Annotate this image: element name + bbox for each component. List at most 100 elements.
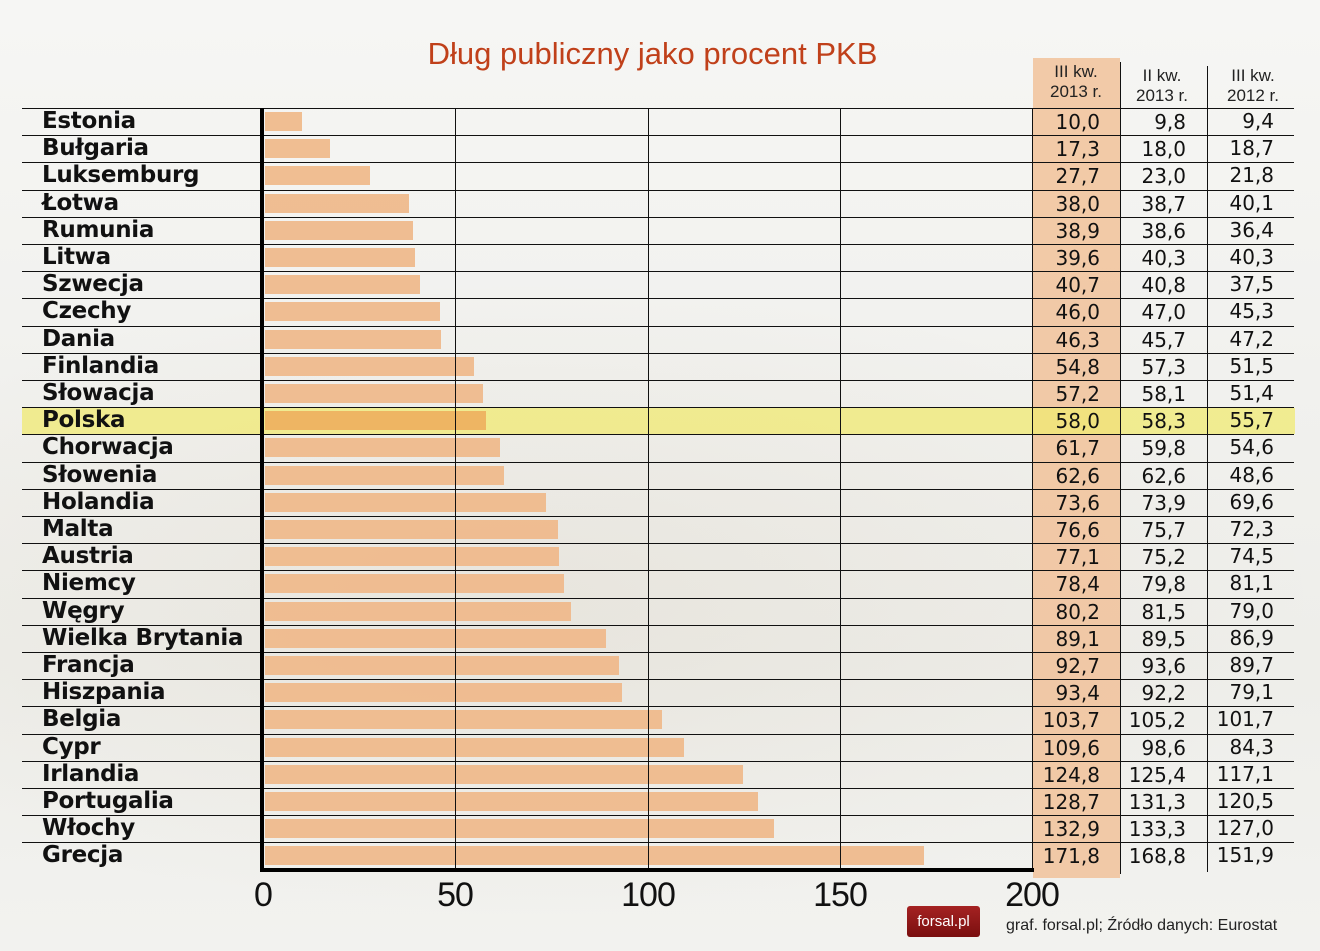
row-divider — [22, 733, 1032, 735]
cell-q3-2013: 76,6 — [1055, 518, 1100, 542]
bar[interactable] — [265, 166, 370, 186]
country-label: Austria — [42, 543, 134, 570]
table-row-divider — [1032, 380, 1294, 381]
cell-q3-2013: 171,8 — [1042, 844, 1100, 869]
bar[interactable] — [265, 248, 416, 267]
row-divider — [22, 815, 1032, 817]
chart-title: Dług publiczny jako procent PKB — [427, 36, 878, 71]
bar[interactable] — [265, 601, 572, 621]
country-label: Wielka Brytania — [42, 624, 244, 651]
cell-q3-2013: 17,3 — [1055, 137, 1100, 162]
x-tick-label: 200 — [1005, 876, 1060, 914]
cell-q3-2013: 38,0 — [1055, 191, 1100, 216]
cell-q3-2013: 58,0 — [1055, 409, 1100, 434]
row-divider — [22, 760, 1032, 762]
country-label: Luksemburg — [42, 162, 200, 189]
source-caption: graf. forsal.pl; Źródło danych: Eurostat — [1006, 917, 1278, 934]
bar[interactable] — [265, 792, 758, 811]
table-row-divider — [1032, 271, 1294, 273]
cell-q3-2012: 48,6 — [1229, 462, 1274, 487]
cell-q3-2012: 51,4 — [1229, 381, 1274, 405]
bar[interactable] — [265, 683, 623, 703]
header-line: III kw. — [1054, 62, 1098, 81]
bar[interactable] — [265, 764, 743, 784]
bar[interactable] — [265, 112, 302, 131]
row-divider — [22, 189, 1032, 191]
cell-q3-2012: 86,9 — [1229, 625, 1274, 650]
bar[interactable] — [265, 710, 662, 730]
table-row-divider — [1032, 325, 1294, 327]
cell-q3-2013: 54,8 — [1055, 354, 1100, 379]
cell-q2-2013: 73,9 — [1141, 490, 1186, 515]
cell-q3-2012: 47,2 — [1229, 326, 1274, 351]
row-divider — [22, 706, 1032, 708]
cell-q3-2013: 89,1 — [1055, 626, 1100, 651]
bar[interactable] — [265, 547, 560, 567]
column-header-q2-2013: II kw. 2013 r. — [1119, 66, 1205, 106]
cell-q3-2012: 151,9 — [1216, 843, 1274, 868]
cell-q3-2012: 21,8 — [1229, 163, 1274, 188]
bar[interactable] — [265, 384, 483, 403]
bar[interactable] — [265, 302, 440, 322]
row-divider — [22, 788, 1032, 789]
forsal-logo[interactable]: forsal.pl — [907, 906, 980, 937]
bar[interactable] — [265, 465, 504, 485]
cell-q3-2013: 46,3 — [1055, 327, 1100, 352]
bar[interactable] — [265, 492, 546, 512]
cell-q3-2012: 69,6 — [1229, 489, 1274, 514]
bar[interactable] — [265, 846, 924, 866]
cell-q2-2013: 58,1 — [1141, 382, 1186, 406]
bar[interactable] — [265, 628, 606, 648]
bar[interactable] — [265, 737, 685, 757]
table-row-divider — [1032, 108, 1294, 109]
cell-q2-2013: 93,6 — [1141, 654, 1186, 678]
cell-q3-2012: 127,0 — [1216, 816, 1274, 841]
cell-q2-2013: 105,2 — [1128, 708, 1186, 733]
header-line: II kw. — [1142, 66, 1182, 85]
bar[interactable] — [265, 220, 413, 240]
cell-q2-2013: 168,8 — [1128, 844, 1186, 869]
bar[interactable] — [265, 438, 501, 458]
cell-q3-2013: 40,7 — [1055, 273, 1100, 298]
cell-q3-2013: 46,0 — [1055, 300, 1100, 325]
cell-q3-2013: 10,0 — [1055, 110, 1100, 134]
cell-q2-2013: 131,3 — [1128, 790, 1186, 814]
table-row-divider — [1032, 488, 1294, 490]
bar[interactable] — [265, 819, 774, 839]
bar[interactable] — [265, 275, 420, 295]
row-divider — [22, 244, 1032, 245]
bar[interactable] — [265, 139, 330, 159]
bar[interactable] — [265, 411, 486, 431]
cell-q3-2013: 38,9 — [1055, 218, 1100, 243]
highlighted-column-background — [1033, 58, 1120, 878]
row-divider — [22, 624, 1032, 626]
bar[interactable] — [265, 356, 474, 376]
cell-q3-2013: 103,7 — [1042, 708, 1100, 733]
bar[interactable] — [265, 329, 441, 349]
country-label: Niemcy — [42, 570, 136, 597]
table-row-divider — [1032, 162, 1294, 164]
cell-q2-2013: 59,8 — [1141, 436, 1186, 461]
country-label: Słowacja — [42, 380, 155, 406]
bar[interactable] — [265, 574, 565, 594]
row-divider — [22, 162, 1032, 164]
row-divider — [22, 271, 1032, 273]
table-row-divider — [1032, 570, 1294, 572]
bar[interactable] — [265, 656, 620, 675]
x-tick-label: 150 — [813, 876, 868, 914]
x-tick-label: 100 — [621, 876, 676, 914]
bar[interactable] — [265, 193, 410, 213]
cell-q3-2012: 101,7 — [1216, 707, 1274, 732]
country-label: Belgia — [42, 706, 122, 733]
country-label: Cypr — [42, 733, 101, 760]
cell-q3-2012: 40,3 — [1229, 245, 1274, 269]
country-label: Bułgaria — [42, 135, 149, 162]
table-row-divider — [1032, 516, 1294, 517]
country-label: Dania — [42, 325, 115, 352]
bar[interactable] — [265, 520, 558, 539]
cell-q2-2013: 23,0 — [1141, 164, 1186, 189]
cell-q2-2013: 40,8 — [1141, 273, 1186, 298]
cell-q2-2013: 58,3 — [1141, 409, 1186, 434]
table-row-divider — [1032, 760, 1294, 762]
